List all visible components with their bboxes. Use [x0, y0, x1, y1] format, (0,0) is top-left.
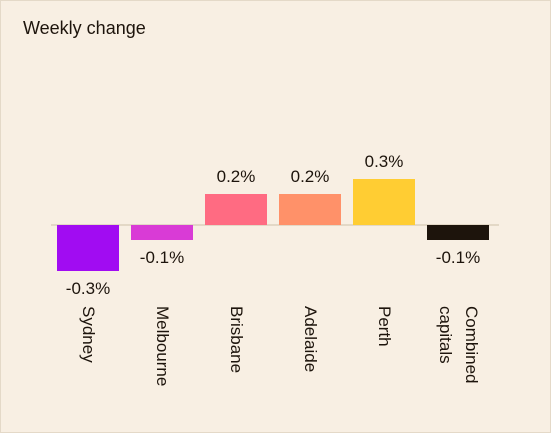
category-label: Perth — [375, 306, 394, 347]
bar — [353, 179, 415, 225]
value-label: -0.1% — [435, 248, 481, 268]
category-label: Brisbane — [227, 306, 246, 374]
category-label: Melbourne — [153, 306, 172, 387]
bar — [131, 225, 193, 241]
value-label: -0.1% — [139, 248, 185, 268]
value-label: 0.2% — [290, 167, 330, 187]
value-label: 0.3% — [364, 152, 404, 172]
bar — [57, 225, 119, 271]
category-label: Combined capitals — [436, 306, 481, 384]
chart-title: Weekly change — [23, 18, 146, 38]
bar — [427, 225, 489, 241]
bar — [279, 194, 341, 225]
bar — [205, 194, 267, 225]
category-label: Adelaide — [301, 306, 320, 373]
category-label: Sydney — [79, 306, 98, 363]
value-label: 0.2% — [216, 167, 256, 187]
baseline — [51, 224, 499, 226]
value-label: -0.3% — [65, 278, 111, 298]
